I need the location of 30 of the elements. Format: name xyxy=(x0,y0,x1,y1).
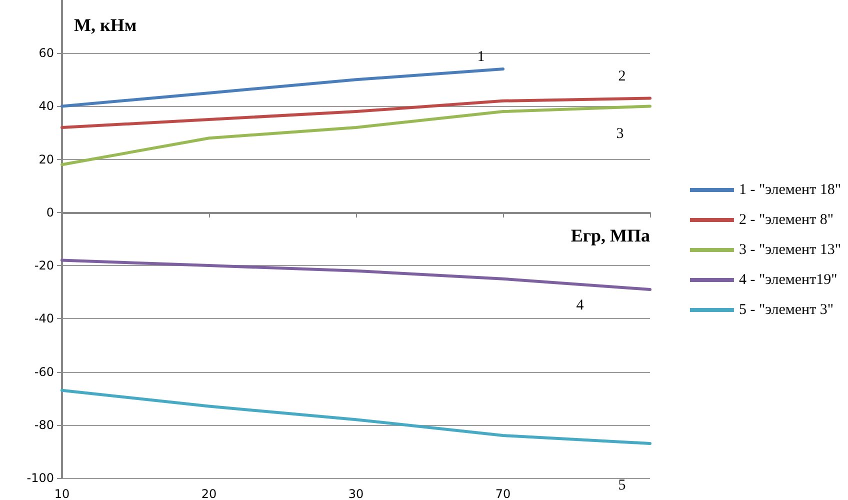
y-tick-label: -80 xyxy=(34,418,54,432)
x-tick-label: 10 xyxy=(54,487,70,500)
y-axis-title: M, кНм xyxy=(74,15,137,35)
y-tick-label: 20 xyxy=(38,152,54,166)
annotation: 1 xyxy=(477,49,485,66)
y-tick-label: 60 xyxy=(38,46,54,60)
x-axis-title: Eгр, МПа xyxy=(570,225,650,246)
line-series xyxy=(60,68,504,108)
annotation: 4 xyxy=(576,297,584,314)
x-tick-label: 70 xyxy=(495,487,511,500)
annotation: 3 xyxy=(616,126,624,142)
annotation: 5 xyxy=(618,477,626,494)
y-tick-label: -20 xyxy=(34,258,54,273)
y-tick-label: -40 xyxy=(34,312,54,326)
line-series xyxy=(60,104,652,166)
x-tick-label: 20 xyxy=(201,487,217,500)
y-tick-label: -100 xyxy=(26,471,54,485)
legend-label: 3 - "элемент 13" xyxy=(738,242,842,258)
line-series xyxy=(60,96,652,129)
legend-label: 5 - "элемент 3" xyxy=(738,302,834,318)
y-tick-label: 40 xyxy=(38,99,54,114)
y-tick-label: -60 xyxy=(34,364,54,379)
annotation: 2 xyxy=(618,68,626,84)
line-series xyxy=(60,258,652,291)
line-series xyxy=(60,388,652,445)
legend-label: 1 - "элемент 18" xyxy=(738,182,842,198)
legend-label: 4 - "элемент19" xyxy=(738,272,838,288)
y-tick-label: 0 xyxy=(46,205,54,220)
legend-label: 2 - "элемент 8" xyxy=(738,212,834,228)
x-tick-label: 30 xyxy=(348,487,364,500)
